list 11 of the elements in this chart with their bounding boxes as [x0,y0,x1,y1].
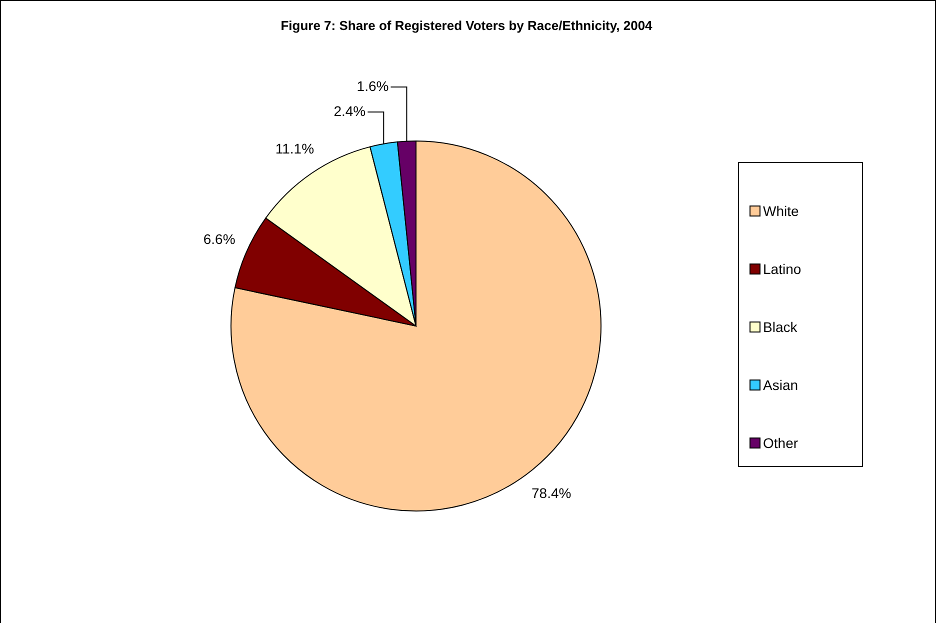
legend-label: Black [763,319,798,335]
legend-label: Other [763,435,798,451]
data-label: 2.4% [334,103,366,119]
legend-label: Asian [763,377,798,393]
data-label: 1.6% [356,78,389,94]
data-label: 6.6% [203,231,236,248]
data-label: 78.4% [532,485,572,502]
legend-label: White [763,203,799,219]
legend-label: Latino [763,261,802,277]
data-label: 11.1% [275,140,314,156]
chart-title: Figure 7: Share of Registered Voters by Race/Ethnicity, 2004 [280,18,654,33]
